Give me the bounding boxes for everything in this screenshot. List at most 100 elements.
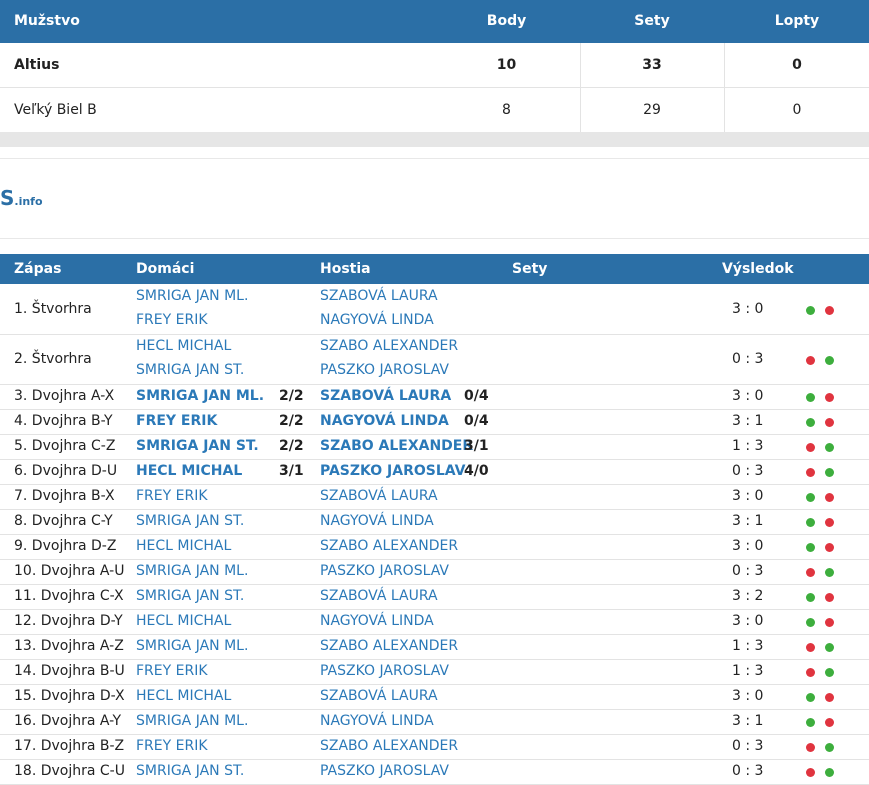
table-row: 8. Dvojhra C-Y SMRIGA JAN ST. NAGYOVÁ LIND… (0, 510, 869, 535)
away-player-link[interactable]: SZABO ALEXANDER (320, 538, 459, 554)
table-row: 11. Dvojhra C-X SMRIGA JAN ST. SZABOVÁ LAU… (0, 585, 869, 610)
away-player-link[interactable]: PASZKO JAROSLAV (320, 362, 449, 378)
home-player-link[interactable]: HECL MICHAL (136, 613, 232, 629)
loss-dot (806, 643, 815, 652)
table-row: 14. Dvojhra B-U FREY ERIK PASZKO JAROSLAV 1… (0, 660, 869, 685)
match-label: 8. Dvojhra C-Y (14, 513, 113, 529)
home-player-link[interactable]: FREY ERIK (136, 312, 208, 328)
table-row: 9. Dvojhra D-Z HECL MICHAL SZABO ALEXANDER… (0, 535, 869, 560)
away-player-link[interactable]: PASZKO JAROSLAV (320, 463, 466, 479)
away-player-link[interactable]: SZABOVÁ LAURA (320, 588, 438, 604)
home-player-link[interactable]: SMRIGA JAN ML. (136, 638, 249, 654)
home-player-link[interactable]: HECL MICHAL (136, 463, 243, 479)
logo-text: S (0, 186, 15, 210)
table-row: 5. Dvojhra C-Z SMRIGA JAN ST. 2/2 SZABO ALE… (0, 435, 869, 460)
away-score: 0/4 (464, 388, 489, 404)
away-player-link[interactable]: SZABOVÁ LAURA (320, 488, 438, 504)
loss-dot (825, 718, 834, 727)
loss-dot (825, 493, 834, 502)
away-score: 4/0 (464, 463, 489, 479)
table-row: 2. Štvorhra HECL MICHAL SMRIGA JAN ST. SZAB… (0, 335, 869, 385)
standings-row: Veľký Biel B 8 29 0 (0, 88, 869, 133)
divider (0, 238, 869, 239)
match-result: 3 : 0 (732, 538, 764, 554)
away-player-link[interactable]: NAGYOVÁ LINDA (320, 312, 434, 328)
away-player-link[interactable]: SZABO ALEXANDER (320, 338, 459, 354)
home-player-link[interactable]: FREY ERIK (136, 413, 218, 429)
match-result: 3 : 1 (732, 713, 764, 729)
team-points: 8 (502, 102, 511, 118)
match-label: 18. Dvojhra C-U (14, 763, 125, 779)
loss-dot (825, 693, 834, 702)
loss-dot (806, 768, 815, 777)
win-dot (806, 693, 815, 702)
home-player-link[interactable]: SMRIGA JAN ML. (136, 388, 265, 404)
match-label: 12. Dvojhra D-Y (14, 613, 123, 629)
win-dot (825, 768, 834, 777)
loss-dot (825, 543, 834, 552)
match-label: 6. Dvojhra D-U (14, 463, 118, 479)
table-row: 15. Dvojhra D-X HECL MICHAL SZABOVÁ LAURA 3… (0, 685, 869, 710)
away-player-link[interactable]: SZABO ALEXANDER (320, 438, 474, 454)
team-balls: 0 (792, 57, 802, 73)
home-player-link[interactable]: SMRIGA JAN ML. (136, 713, 249, 729)
win-dot (806, 718, 815, 727)
home-player-link[interactable]: SMRIGA JAN ST. (136, 438, 259, 454)
column-divider (580, 43, 581, 132)
site-logo[interactable]: S.info (0, 186, 43, 210)
win-dot (825, 668, 834, 677)
away-player-link[interactable]: SZABO ALEXANDER (320, 738, 459, 754)
win-dot (825, 443, 834, 452)
home-player-link[interactable]: SMRIGA JAN ST. (136, 513, 245, 529)
home-player-link[interactable]: SMRIGA JAN ST. (136, 588, 245, 604)
match-result: 0 : 3 (732, 351, 764, 367)
home-player-link[interactable]: SMRIGA JAN ML. (136, 563, 249, 579)
match-label: 15. Dvojhra D-X (14, 688, 125, 704)
away-player-link[interactable]: PASZKO JAROSLAV (320, 563, 449, 579)
match-result: 3 : 0 (732, 488, 764, 504)
home-player-link[interactable]: FREY ERIK (136, 488, 208, 504)
home-player-link[interactable]: SMRIGA JAN ST. (136, 763, 245, 779)
away-player-link[interactable]: SZABO ALEXANDER (320, 638, 459, 654)
home-player-link[interactable]: HECL MICHAL (136, 688, 232, 704)
loss-dot (806, 468, 815, 477)
home-player-link[interactable]: SMRIGA JAN ST. (136, 362, 245, 378)
loss-dot (825, 618, 834, 627)
match-label: 11. Dvojhra C-X (14, 588, 124, 604)
home-player-link[interactable]: HECL MICHAL (136, 538, 232, 554)
away-player-link[interactable]: NAGYOVÁ LINDA (320, 513, 434, 529)
table-row: 18. Dvojhra C-U SMRIGA JAN ST. PASZKO JARO… (0, 760, 869, 785)
team-name: Altius (14, 57, 60, 73)
home-player-link[interactable]: HECL MICHAL (136, 338, 232, 354)
away-player-link[interactable]: SZABOVÁ LAURA (320, 688, 438, 704)
away-player-link[interactable]: NAGYOVÁ LINDA (320, 613, 434, 629)
header-sety: Sety (512, 261, 548, 277)
away-player-link[interactable]: NAGYOVÁ LINDA (320, 413, 449, 429)
win-dot (825, 743, 834, 752)
table-row: 12. Dvojhra D-Y HECL MICHAL NAGYOVÁ LINDA 3… (0, 610, 869, 635)
home-player-link[interactable]: SMRIGA JAN ML. (136, 288, 249, 304)
loss-dot (806, 443, 815, 452)
away-score: 0/4 (464, 413, 489, 429)
team-points: 10 (496, 57, 517, 73)
match-label: 2. Štvorhra (14, 351, 92, 367)
header-lopty: Lopty (774, 13, 820, 29)
away-player-link[interactable]: SZABOVÁ LAURA (320, 288, 438, 304)
loss-dot (806, 356, 815, 365)
home-player-link[interactable]: FREY ERIK (136, 738, 208, 754)
loss-dot (806, 668, 815, 677)
column-divider (724, 43, 725, 132)
match-result: 3 : 2 (732, 588, 764, 604)
away-score: 3/1 (464, 438, 489, 454)
table-row: 4. Dvojhra B-Y FREY ERIK 2/2 NAGYOVÁ LINDA 0… (0, 410, 869, 435)
match-label: 3. Dvojhra A-X (14, 388, 115, 404)
away-player-link[interactable]: SZABOVÁ LAURA (320, 388, 452, 404)
away-player-link[interactable]: PASZKO JAROSLAV (320, 663, 449, 679)
away-player-link[interactable]: NAGYOVÁ LINDA (320, 713, 434, 729)
match-result: 0 : 3 (732, 463, 764, 479)
win-dot (825, 468, 834, 477)
match-result: 0 : 3 (732, 563, 764, 579)
away-player-link[interactable]: PASZKO JAROSLAV (320, 763, 449, 779)
win-dot (806, 493, 815, 502)
home-player-link[interactable]: FREY ERIK (136, 663, 208, 679)
